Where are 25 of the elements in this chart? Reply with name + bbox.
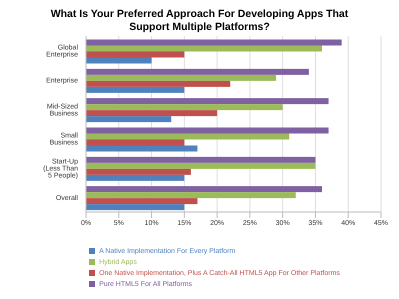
bar (86, 116, 172, 122)
bar (86, 174, 184, 181)
bar (86, 104, 283, 110)
bar (86, 162, 316, 169)
bar (86, 40, 342, 46)
bar (86, 58, 152, 64)
bar (86, 68, 309, 75)
bar (86, 186, 322, 192)
bar (86, 156, 316, 163)
bar (86, 146, 198, 152)
bar (86, 74, 276, 81)
bar (86, 168, 191, 175)
bar (86, 128, 329, 134)
bar (86, 134, 290, 140)
bar (86, 46, 322, 52)
bar (86, 86, 184, 93)
bar (86, 80, 230, 87)
bar (86, 110, 218, 116)
bar (86, 204, 184, 210)
chart-title: What Is Your Preferred Approach For Developing Apps That Support Multiple Platforms? (50, 8, 350, 34)
bar (86, 198, 198, 204)
bar (86, 140, 184, 146)
bar (86, 98, 329, 104)
bar (86, 192, 296, 198)
bar (86, 52, 184, 58)
